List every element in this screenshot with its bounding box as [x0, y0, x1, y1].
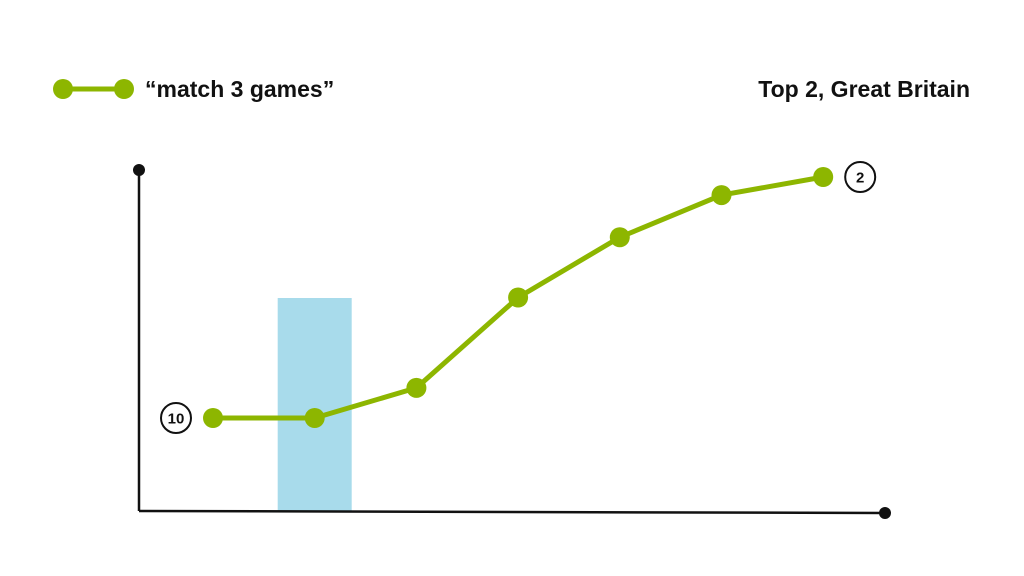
rank-badge-ring: [160, 402, 192, 434]
x-axis: [138, 509, 886, 515]
legend-label: “match 3 games”: [145, 76, 334, 102]
data-point: [508, 287, 529, 308]
legend-marker-right: [114, 79, 134, 99]
series-match-3-games: [203, 167, 834, 428]
rank-badge: 10: [160, 402, 192, 434]
y-axis-end-dot: [133, 164, 145, 176]
x-axis-end-dot: [879, 507, 891, 519]
legend-marker-left: [53, 79, 73, 99]
data-point: [813, 167, 834, 187]
legend: “match 3 games”: [53, 76, 334, 102]
rank-badge-label: 2: [856, 170, 864, 187]
data-point: [609, 227, 630, 248]
data-point: [304, 408, 325, 428]
annotations: 10 2: [160, 161, 877, 434]
chart-title: Top 2, Great Britain: [758, 76, 970, 102]
highlight-band: [277, 298, 352, 511]
data-point: [203, 408, 223, 428]
rank-badge-ring: [844, 161, 877, 193]
rank-badge: 2: [844, 161, 877, 193]
rank-badge-label: 10: [168, 411, 185, 428]
data-point: [406, 377, 427, 398]
data-point: [711, 185, 732, 206]
axes: [133, 164, 891, 519]
